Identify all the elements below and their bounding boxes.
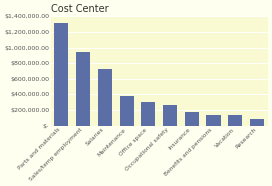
Bar <box>206 115 221 126</box>
Bar <box>54 23 69 126</box>
Bar <box>228 115 242 126</box>
Bar <box>119 96 134 126</box>
Bar <box>141 102 155 126</box>
Bar <box>76 52 90 126</box>
Bar <box>185 112 199 126</box>
Bar <box>250 118 264 126</box>
Text: Cost Center: Cost Center <box>51 4 108 14</box>
Bar <box>98 69 112 126</box>
Bar <box>163 105 177 126</box>
